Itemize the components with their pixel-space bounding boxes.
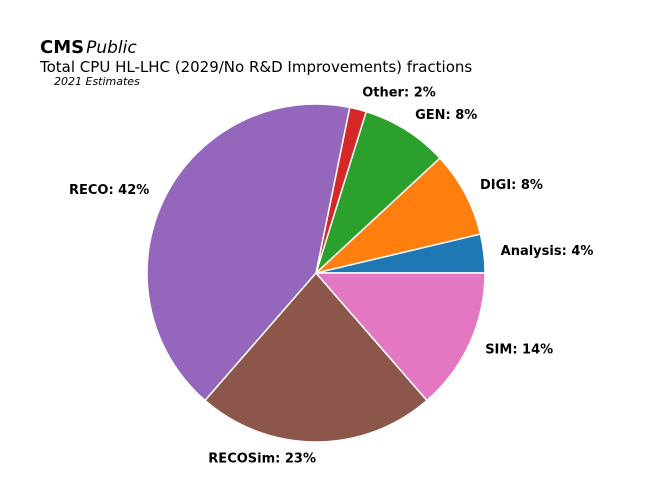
pie-label-gen: GEN: 8% xyxy=(415,108,477,123)
pie-slices xyxy=(146,103,486,443)
pie-slice-gen xyxy=(315,110,441,274)
brand-cms: CMS xyxy=(40,37,85,58)
brand-public: Public xyxy=(86,38,137,58)
pie-slice-recosim xyxy=(204,272,428,443)
pie-label-digi: DIGI: 8% xyxy=(480,178,543,193)
cms-brand: CMS Public xyxy=(40,37,137,58)
pie-label-other: Other: 2% xyxy=(362,85,436,100)
pie-slice-sim xyxy=(315,272,486,402)
pie-label-reco: RECO: 42% xyxy=(69,183,149,198)
pie-labels: Analysis: 4% DIGI: 8% GEN: 8% Other: 2% RECO… xyxy=(69,85,593,466)
pie-slice-reco xyxy=(146,103,351,402)
pie-slice-digi xyxy=(315,157,482,274)
pie-label-recosim: RECOSim: 23% xyxy=(208,451,316,466)
pie-label-analysis: Analysis: 4% xyxy=(501,244,594,259)
pie-label-sim: SIM: 14% xyxy=(485,343,553,358)
chart-subtitle: 2021 Estimates xyxy=(54,75,140,88)
chart-title: Total CPU HL-LHC (2029/No R&D Improvemen… xyxy=(40,58,473,76)
